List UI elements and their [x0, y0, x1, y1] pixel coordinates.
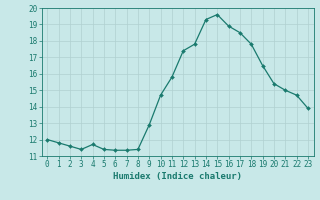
- X-axis label: Humidex (Indice chaleur): Humidex (Indice chaleur): [113, 172, 242, 181]
